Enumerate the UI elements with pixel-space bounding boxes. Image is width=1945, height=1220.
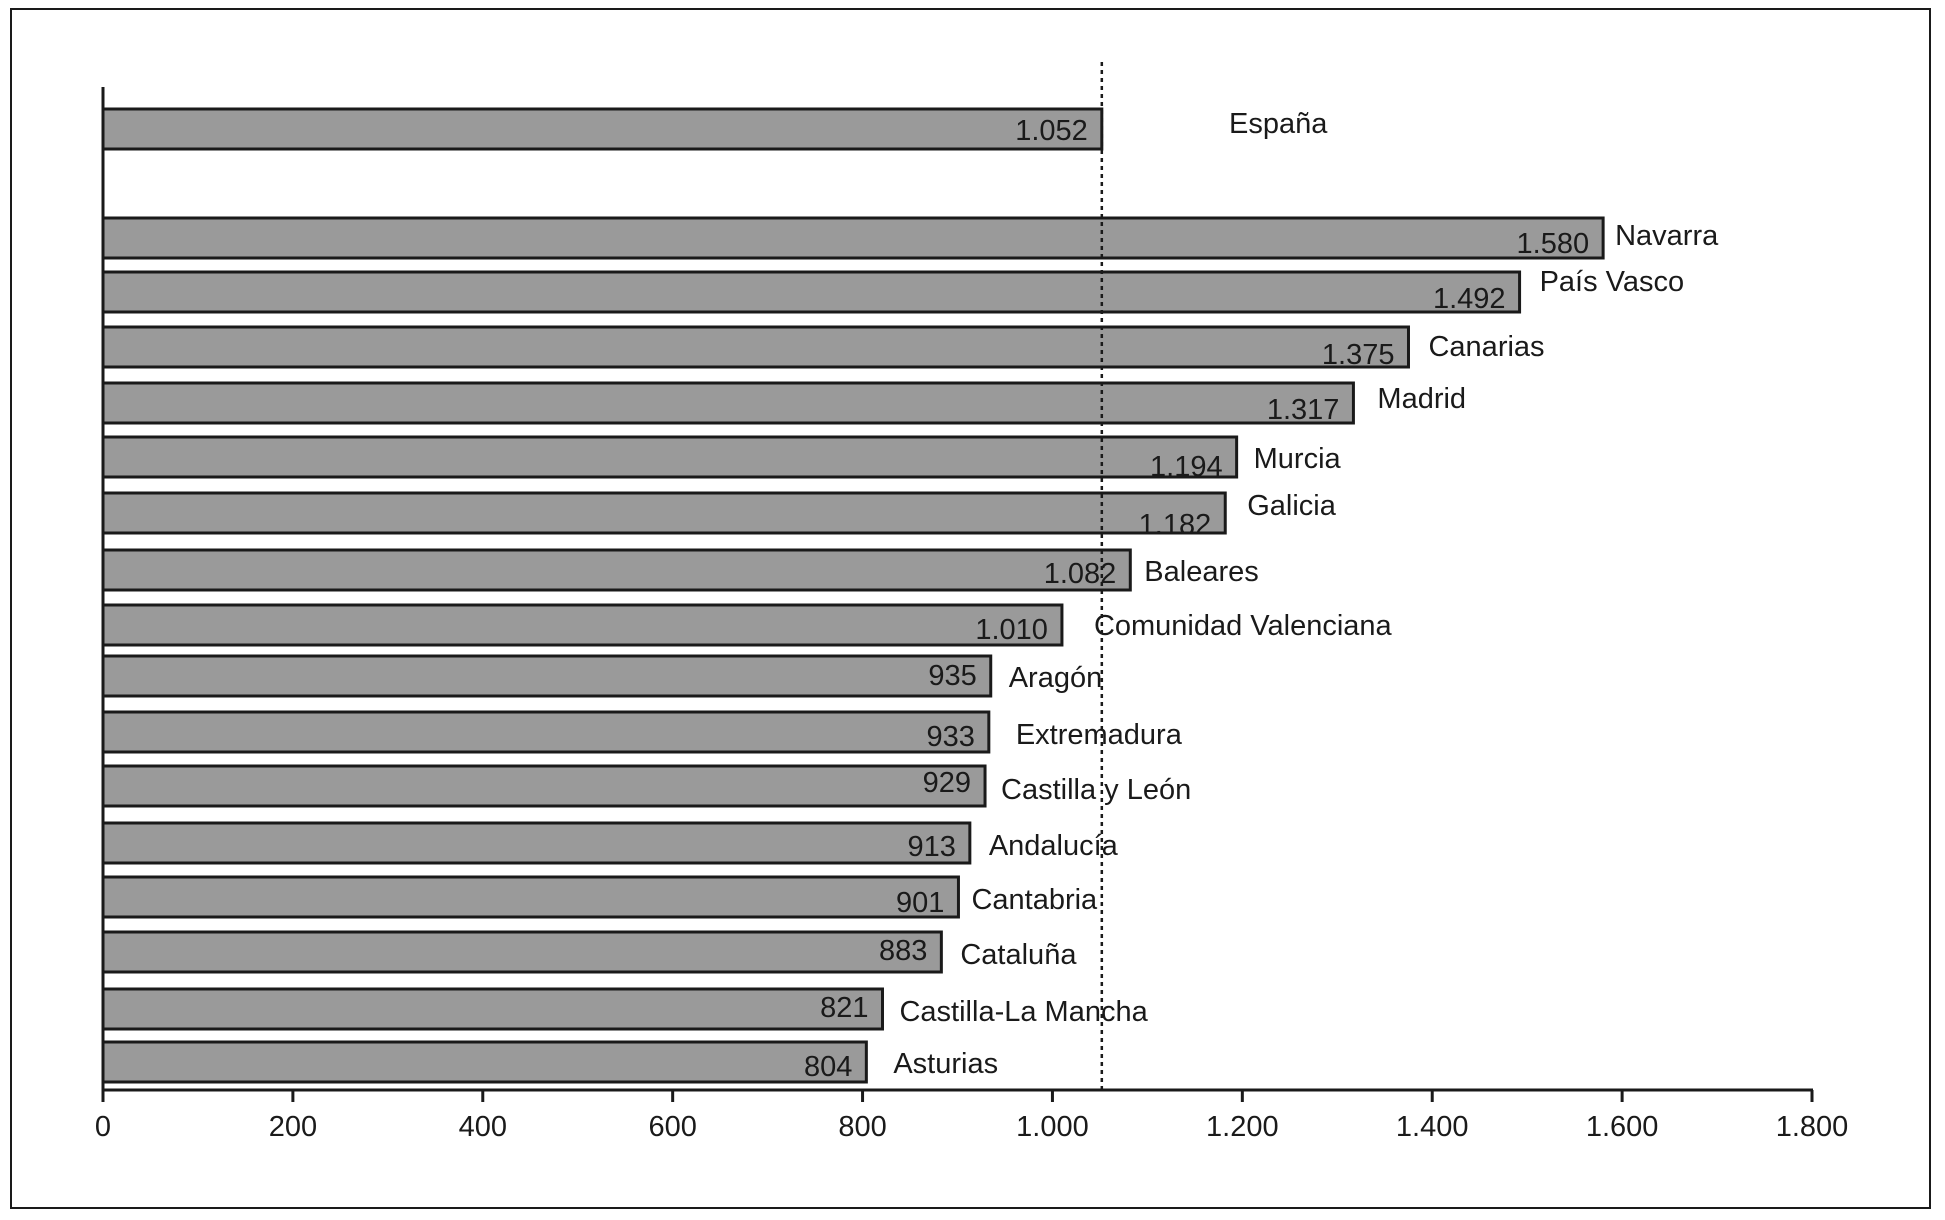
bar-label-2: Canarias — [1428, 331, 1544, 363]
bar-label-5: Galicia — [1247, 490, 1337, 522]
x-axis: 0 200 400 600 800 1.000 1.200 1.400 1.600 1.800 — [95, 62, 1848, 1143]
bar-label-1: País Vasco — [1540, 266, 1685, 298]
bar-8 — [101, 654, 993, 698]
bar-label-10: Castilla y León — [1001, 774, 1191, 806]
bar-label-8: Aragón — [1009, 662, 1103, 694]
bar-label-4: Murcia — [1254, 443, 1342, 475]
bar-value-13: 883 — [879, 935, 927, 967]
bar-value-11: 913 — [907, 831, 955, 863]
x-tick-label-3: 600 — [648, 1111, 696, 1143]
x-tick-label-9: 1.800 — [1776, 1111, 1849, 1143]
bar-12 — [101, 875, 960, 919]
bar-9 — [101, 710, 991, 754]
bar-label-13: Cataluña — [960, 939, 1077, 971]
x-tick-label-2: 400 — [459, 1111, 507, 1143]
bar-value-6: 1.082 — [1044, 558, 1117, 590]
x-tick-label-1: 200 — [269, 1111, 317, 1143]
bar-reference — [101, 107, 1104, 151]
bars-layer: 1.052 España 1.580 Navarra 1.492 País Vasco 1.… — [101, 107, 1719, 1084]
bar-1 — [101, 270, 1522, 314]
x-tick-label-4: 800 — [838, 1111, 886, 1143]
bar-value-4: 1.194 — [1150, 451, 1223, 483]
bar-7 — [101, 603, 1064, 647]
bar-value-15: 804 — [804, 1051, 852, 1083]
bar-value-7: 1.010 — [975, 614, 1048, 646]
x-tick-label-7: 1.400 — [1396, 1111, 1469, 1143]
bar-value-10: 929 — [923, 767, 971, 799]
bar-reference-value: 1.052 — [1015, 115, 1088, 147]
bar-label-7: Comunidad Valenciana — [1094, 610, 1393, 642]
bar-2 — [101, 325, 1410, 369]
bar-10 — [101, 764, 987, 808]
bar-label-3: Madrid — [1377, 383, 1466, 415]
bar-label-0: Navarra — [1615, 220, 1719, 252]
bar-reference-label: España — [1229, 108, 1328, 140]
bar-label-14: Castilla-La Mancha — [899, 996, 1148, 1028]
bar-11 — [101, 821, 972, 865]
bar-3 — [101, 381, 1355, 425]
bar-6 — [101, 548, 1132, 592]
bar-value-5: 1.182 — [1139, 509, 1212, 541]
bar-4 — [101, 435, 1239, 479]
bar-0 — [101, 216, 1605, 260]
bar-value-2: 1.375 — [1322, 339, 1395, 371]
bar-15 — [101, 1040, 868, 1084]
bar-label-6: Baleares — [1144, 556, 1258, 588]
x-tick-label-8: 1.600 — [1586, 1111, 1659, 1143]
bar-label-12: Cantabria — [971, 884, 1098, 916]
bar-value-3: 1.317 — [1267, 394, 1340, 426]
bar-value-0: 1.580 — [1517, 228, 1590, 260]
bar-value-8: 935 — [928, 660, 976, 692]
bar-value-14: 821 — [820, 992, 868, 1024]
x-tick-label-6: 1.200 — [1206, 1111, 1279, 1143]
bar-value-1: 1.492 — [1433, 283, 1506, 315]
bar-label-11: Andalucía — [989, 830, 1119, 862]
bar-5 — [101, 491, 1227, 535]
bar-value-12: 901 — [896, 887, 944, 919]
bar-label-15: Asturias — [893, 1048, 998, 1080]
x-tick-label-0: 0 — [95, 1111, 111, 1143]
x-tick-label-5: 1.000 — [1016, 1111, 1089, 1143]
bar-14 — [101, 987, 884, 1031]
bar-value-9: 933 — [926, 721, 974, 753]
bar-label-9: Extremadura — [1016, 719, 1183, 751]
bar-13 — [101, 930, 943, 974]
